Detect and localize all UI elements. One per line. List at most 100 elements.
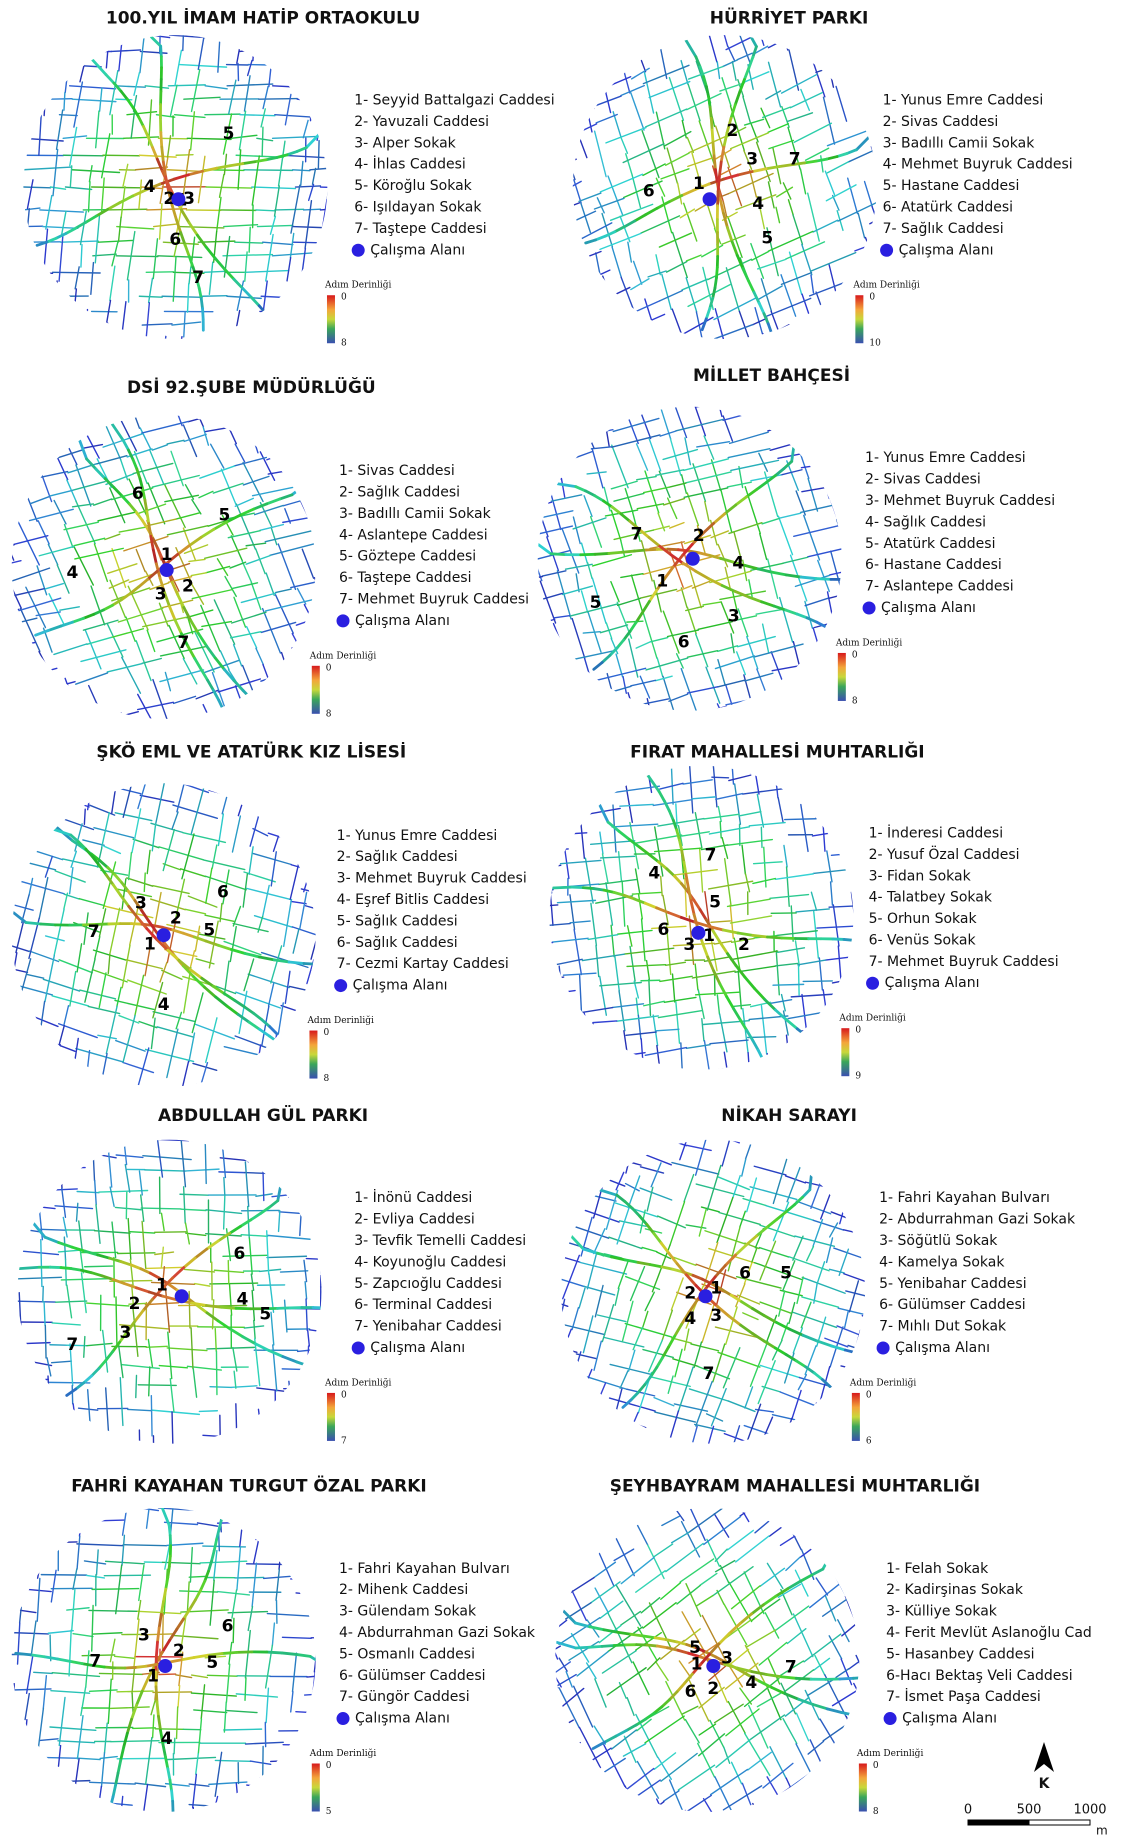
main-street	[594, 889, 604, 891]
street	[695, 713, 703, 740]
street	[147, 850, 150, 873]
main-street	[803, 1335, 817, 1341]
street	[625, 346, 650, 356]
street	[604, 487, 610, 510]
street	[612, 1798, 636, 1815]
main-street	[141, 1269, 150, 1273]
panel: ABDULLAH GÜL PARKI12345671- İnönü Caddes…	[11, 1104, 526, 1494]
street	[731, 634, 734, 653]
street	[513, 577, 543, 583]
street	[110, 908, 120, 954]
street	[624, 301, 660, 317]
main-street	[844, 939, 855, 940]
street	[276, 1569, 279, 1600]
street	[823, 1718, 855, 1740]
street	[0, 609, 19, 624]
legend-title: Adım Derinliği	[838, 1013, 906, 1024]
street	[593, 1021, 617, 1023]
street	[191, 112, 195, 150]
street	[786, 1778, 807, 1823]
street	[729, 523, 762, 534]
main-street	[721, 558, 733, 561]
main-street	[244, 1007, 253, 1013]
street	[0, 545, 14, 557]
street	[14, 536, 48, 545]
street	[275, 186, 280, 216]
street	[601, 1141, 641, 1154]
street	[289, 51, 335, 53]
map-label: 4	[237, 1289, 249, 1309]
street	[621, 137, 628, 154]
main-street	[80, 440, 87, 459]
street	[134, 73, 139, 96]
street	[512, 490, 516, 512]
street	[110, 1639, 115, 1662]
street	[106, 1388, 109, 1432]
street	[790, 421, 802, 452]
street	[120, 302, 126, 351]
street	[760, 1365, 799, 1377]
main-street	[85, 1251, 98, 1255]
street	[582, 1058, 601, 1059]
map-label: 2	[170, 908, 182, 928]
street	[64, 1237, 65, 1259]
street	[108, 564, 137, 573]
street	[268, 833, 302, 844]
street	[320, 1621, 321, 1638]
street	[628, 242, 631, 262]
street	[34, 1672, 53, 1673]
street	[15, 1379, 48, 1381]
street	[65, 678, 82, 723]
street	[656, 1029, 679, 1031]
street	[624, 1031, 631, 1076]
main-street	[173, 930, 184, 933]
street	[274, 1172, 299, 1173]
street	[23, 35, 48, 36]
street-name: 2- Kadirşinas Sokak	[886, 1582, 1024, 1598]
main-street	[282, 1653, 297, 1655]
street	[796, 1713, 808, 1740]
panel-title: DSİ 92.ŞUBE MÜDÜRLÜĞÜ	[127, 376, 376, 398]
street	[295, 1133, 297, 1154]
street	[313, 814, 323, 861]
street	[541, 1575, 564, 1613]
main-street	[604, 890, 614, 892]
street	[265, 433, 285, 437]
street	[23, 296, 63, 297]
street	[570, 1406, 579, 1432]
street	[718, 660, 725, 685]
street	[23, 272, 52, 273]
street	[92, 1605, 93, 1651]
main-street	[243, 691, 252, 700]
main-street	[721, 147, 724, 162]
street	[290, 986, 311, 991]
street	[45, 1325, 46, 1357]
map-label: 5	[203, 921, 215, 941]
street	[787, 867, 790, 906]
main-street	[172, 1791, 173, 1801]
street	[571, 735, 608, 741]
main-street	[157, 1702, 159, 1717]
street	[720, 822, 721, 838]
legend-min: 0	[869, 293, 875, 303]
study-area-label: Çalışma Alanı	[355, 613, 450, 629]
street	[623, 677, 626, 694]
main-street	[657, 908, 669, 913]
street	[287, 325, 306, 326]
street	[570, 107, 576, 138]
street	[675, 1349, 682, 1376]
street	[589, 792, 611, 796]
street	[175, 337, 182, 373]
street	[96, 1205, 100, 1244]
street	[40, 1739, 58, 1741]
street	[689, 66, 723, 79]
main-street	[249, 1022, 259, 1029]
street	[621, 86, 644, 96]
street	[116, 86, 146, 87]
street-name: 6- Işıldayan Sokak	[354, 199, 482, 215]
street	[660, 783, 683, 789]
street-name: 5- Sağlık Caddesi	[337, 913, 458, 929]
street	[170, 1379, 174, 1412]
street	[801, 805, 808, 852]
street	[303, 1745, 309, 1786]
